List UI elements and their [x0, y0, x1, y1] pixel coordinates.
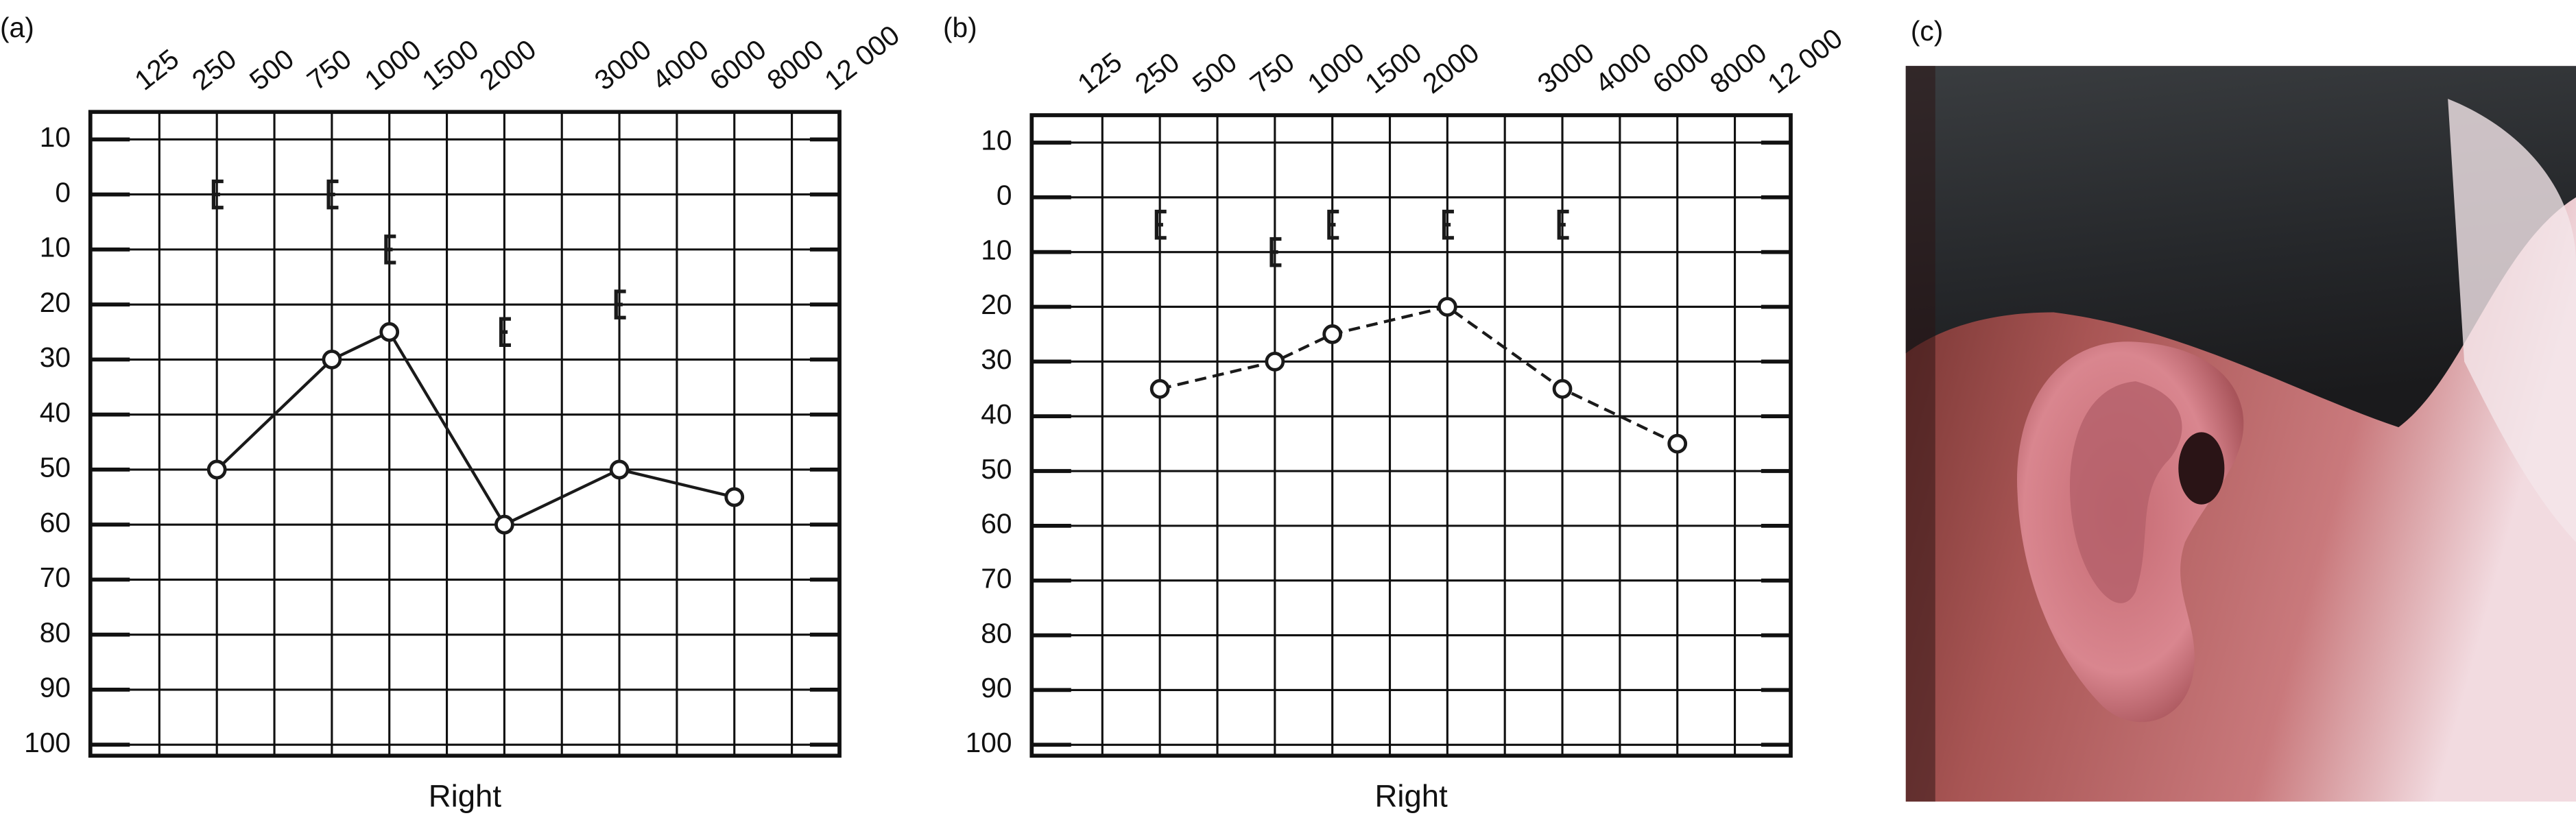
data-point — [1149, 378, 1170, 399]
data-point — [206, 459, 227, 480]
y-tick-label: 60 — [40, 507, 71, 538]
y-tick-label: 70 — [981, 562, 1012, 594]
x-tick-label: 1000 — [359, 33, 427, 96]
panel-label: (a) — [0, 12, 34, 43]
y-tick-label: 80 — [40, 616, 71, 648]
data-point — [609, 459, 630, 480]
x-tick-label: 6000 — [704, 33, 772, 96]
ear-photo — [1905, 66, 2576, 802]
y-tick-label: 10 — [981, 234, 1012, 265]
y-tick-label: 0 — [55, 176, 71, 208]
x-tick-label: 6000 — [1647, 36, 1715, 99]
y-tick-label: 50 — [981, 453, 1012, 485]
data-point — [1327, 209, 1339, 240]
x-tick-label: 500 — [243, 43, 300, 96]
y-tick-label: 100 — [966, 727, 1012, 758]
x-tick-label: 1000 — [1302, 36, 1370, 99]
data-point — [379, 322, 400, 342]
y-tick-label: 60 — [981, 508, 1012, 540]
data-point — [499, 317, 511, 348]
y-tick-label: 40 — [981, 398, 1012, 430]
x-axis-label: Right — [429, 779, 502, 814]
y-tick-label: 90 — [40, 672, 71, 703]
data-line — [1159, 305, 1678, 446]
y-tick-label: 10 — [40, 121, 71, 153]
x-tick-label: 4000 — [1589, 36, 1658, 99]
x-tick-label: 3000 — [588, 33, 657, 96]
y-tick-label: 30 — [40, 341, 71, 373]
x-axis-label: Right — [1375, 779, 1448, 814]
data-point — [1552, 378, 1573, 399]
x-tick-label: 12 000 — [819, 19, 905, 97]
y-tick-label: 90 — [981, 672, 1012, 703]
y-tick-label: 10 — [40, 232, 71, 263]
data-point — [326, 179, 339, 210]
data-point — [724, 487, 745, 507]
x-tick-label: 3000 — [1531, 36, 1600, 99]
y-tick-label: 100 — [24, 727, 71, 758]
plot-frame — [88, 110, 842, 758]
data-point — [1322, 324, 1343, 344]
y-tick-label: 0 — [997, 180, 1012, 211]
y-tick-label: 30 — [981, 343, 1012, 375]
plot-frame — [1029, 113, 1793, 758]
x-tick-label: 12 000 — [1761, 22, 1848, 99]
y-tick-label: 50 — [40, 452, 71, 483]
x-tick-label: 750 — [1244, 46, 1300, 99]
x-tick-label: 750 — [301, 43, 357, 96]
data-point — [1437, 297, 1457, 317]
x-tick-label: 125 — [1071, 46, 1128, 99]
data-point — [494, 514, 514, 535]
data-point — [1265, 351, 1285, 372]
x-tick-label: 2000 — [1416, 36, 1485, 99]
data-point — [1557, 209, 1569, 240]
x-tick-label: 4000 — [646, 33, 715, 96]
y-tick-label: 70 — [40, 562, 71, 593]
data-point — [1442, 209, 1454, 240]
x-tick-label: 1500 — [416, 33, 485, 96]
y-tick-label: 20 — [981, 289, 1012, 320]
panel-label: (c) — [1911, 15, 1943, 47]
data-point — [384, 234, 396, 265]
y-tick-label: 20 — [40, 287, 71, 318]
y-tick-label: 80 — [981, 617, 1012, 649]
x-tick-label: 250 — [186, 43, 242, 96]
x-tick-label: 500 — [1186, 46, 1243, 99]
data-point — [322, 350, 342, 370]
data-point — [1154, 209, 1167, 240]
x-tick-label: 125 — [128, 43, 184, 96]
data-point — [614, 289, 626, 319]
x-tick-label: 250 — [1129, 46, 1185, 99]
data-point — [211, 179, 224, 210]
data-line — [215, 330, 735, 527]
y-tick-label: 10 — [981, 125, 1012, 156]
x-tick-label: 8000 — [1704, 36, 1773, 99]
x-tick-label: 8000 — [761, 33, 830, 96]
x-tick-label: 1500 — [1359, 36, 1428, 99]
x-tick-label: 2000 — [473, 33, 542, 96]
y-tick-label: 40 — [40, 396, 71, 428]
data-point — [1269, 237, 1282, 267]
data-point — [1667, 433, 1688, 454]
panel-label: (b) — [943, 12, 977, 43]
